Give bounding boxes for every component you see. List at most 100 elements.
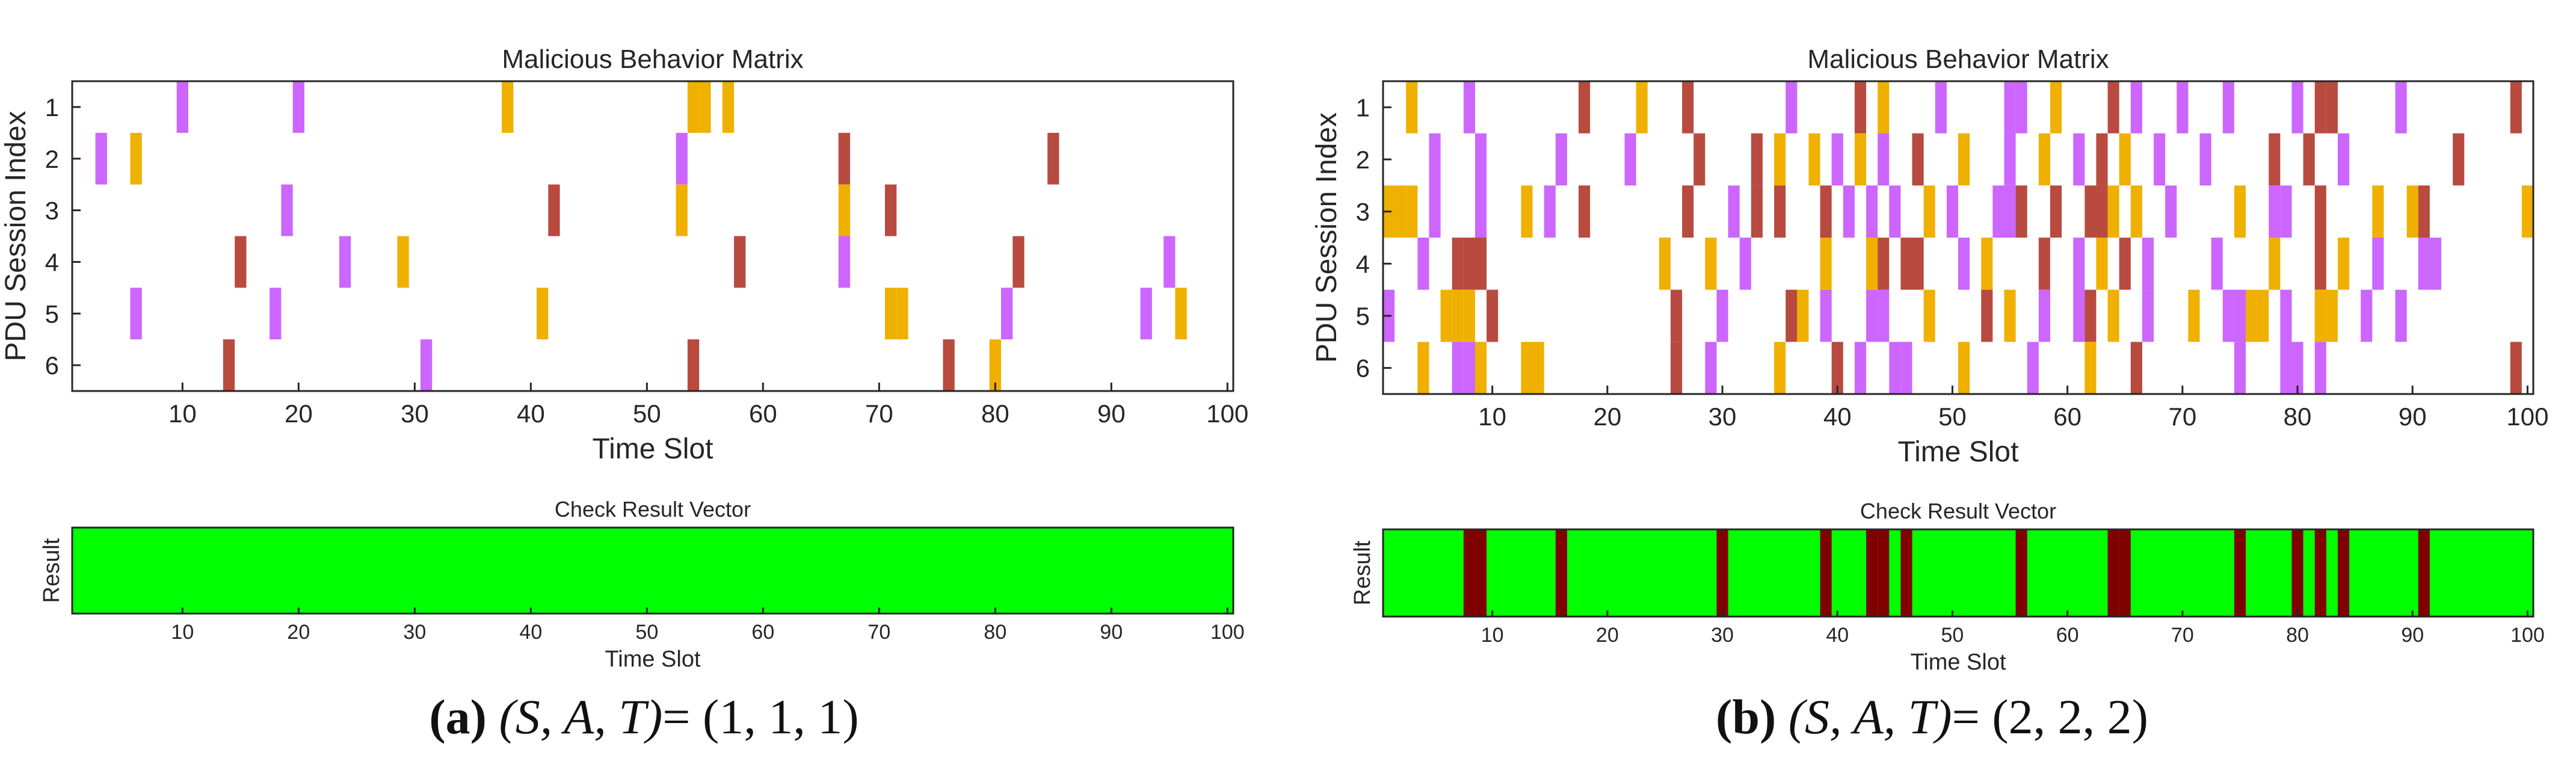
panel-b-cell-r1-t66 xyxy=(2130,81,2142,134)
panel-a-cell-r4-t67 xyxy=(838,236,851,288)
panel-a-check-bg xyxy=(72,528,1233,614)
panel-b-xtick-label-50: 50 xyxy=(1938,402,1967,431)
panel-a-cell-r3-t71 xyxy=(885,184,897,236)
panel-b-cell-r5-t86 xyxy=(2361,289,2373,342)
panel-b-cell-r3-t91 xyxy=(2418,185,2430,238)
caption-a: (a) (S, A, T)= (1, 1, 1) xyxy=(0,689,1288,745)
panel-b-cell-r3-t56 xyxy=(2015,185,2027,238)
panel-a-xtick-label-100: 100 xyxy=(1206,399,1248,428)
panel-b-check-fail-t39 xyxy=(1820,529,1832,617)
panel-b-cell-r2-t22 xyxy=(1624,133,1636,186)
panel-a-cell-r2-t67 xyxy=(838,132,851,185)
panel-b-cell-r3-t82 xyxy=(2314,185,2326,238)
panel-b-cell-r2-t28 xyxy=(1693,133,1706,186)
panel-a-cell-r6-t14 xyxy=(223,339,235,391)
panel-a-cell-r5-t18 xyxy=(270,288,282,340)
panel-b-cell-r6-t45 xyxy=(1889,342,1901,394)
panel-b-check-fail-t44 xyxy=(1878,529,1890,617)
panel-b-cell-r1-t56 xyxy=(2015,81,2027,134)
panel-a-cell-r5-t81 xyxy=(1001,288,1013,340)
panel-b-cell-r5-t43 xyxy=(1866,289,1878,342)
panel-a-check-xlabel: Time Slot xyxy=(605,647,701,672)
panel-b-cell-r3-t50 xyxy=(1946,185,1958,238)
panel-b-check-fail-t65 xyxy=(2119,529,2131,617)
panel-b-cell-r2-t16 xyxy=(1555,133,1567,186)
panel-a-cell-r2-t3 xyxy=(95,132,107,185)
panel-a-cell-r1-t38 xyxy=(502,81,514,133)
panel-b-check-fail-t46 xyxy=(1900,529,1912,617)
panel-b-cell-r3-t79 xyxy=(2280,185,2292,238)
panel-b-cell-r3-t59 xyxy=(2050,185,2062,238)
panel-b-ytick-label-4: 4 xyxy=(1356,250,1370,278)
panel-b-figure: 1 2 3 4 5 6 10 20 30 40 50 60 70 80 90 100 Malicious Beh… xyxy=(1311,45,2548,675)
panel-b-cell-r5-t30 xyxy=(1716,289,1728,342)
panel-b-check-xlabel: Time Slot xyxy=(1910,650,2006,675)
panel-b-cell-r3-t39 xyxy=(1820,185,1832,238)
panel-a-xtick-label-30: 30 xyxy=(401,399,429,428)
panel-b-cell-r2-t94 xyxy=(2453,133,2465,186)
panel-b-cell-r2-t47 xyxy=(1912,133,1924,186)
panel-b-cell-r5-t77 xyxy=(2257,289,2269,342)
panel-b-matrix-xlabel: Time Slot xyxy=(1898,436,2019,468)
panel-b-cell-r6-t42 xyxy=(1854,342,1867,394)
caption-a-eq: = xyxy=(662,689,691,744)
panel-a-check-xtick-label-50: 50 xyxy=(635,621,658,644)
caption-b-tag: (b) xyxy=(1716,689,1776,744)
panel-b-cell-r3-t35 xyxy=(1774,185,1786,238)
panel-b-cell-r5-t62 xyxy=(2085,289,2097,342)
panel-b-cell-r2-t68 xyxy=(2154,133,2166,186)
panel-b-ytick-label-2: 2 xyxy=(1356,146,1370,174)
panel-b-cell-r6-t79 xyxy=(2280,342,2292,394)
panel-b-xtick-label-70: 70 xyxy=(2168,402,2196,431)
panel-b-cell-r1-t23 xyxy=(1636,81,1648,134)
panel-b-cell-r4-t58 xyxy=(2038,238,2050,290)
panel-b-cell-r1-t42 xyxy=(1854,81,1867,134)
panel-b-cell-r6-t13 xyxy=(1521,342,1533,394)
panel-b-cell-r3-t69 xyxy=(2165,185,2177,238)
panel-b-cell-r3-t41 xyxy=(1843,185,1855,238)
panel-b-check-fail-t8 xyxy=(1463,529,1475,617)
panel-b-check-fail-t16 xyxy=(1555,529,1567,617)
panel-b-cell-r1-t89 xyxy=(2395,81,2407,134)
panel-b-cell-r3-t18 xyxy=(1579,185,1591,238)
panel-a-figure: 1 2 3 4 5 6 10 20 30 40 50 60 70 80 90 100 Malicious Beh… xyxy=(0,45,1248,672)
panel-a-check-xtick-label-60: 60 xyxy=(751,621,774,644)
panel-b-ytick-label-3: 3 xyxy=(1356,198,1370,226)
panel-b-check-xtick-label-40: 40 xyxy=(1826,624,1849,647)
panel-b-cell-r2-t38 xyxy=(1808,133,1820,186)
panel-a-cell-r4-t95 xyxy=(1163,236,1176,288)
panel-b-cell-r2-t58 xyxy=(2038,133,2050,186)
panel-b-cell-r4-t92 xyxy=(2429,238,2442,290)
panel-b-check-xtick-label-60: 60 xyxy=(2056,624,2079,647)
panel-b-cell-r2-t55 xyxy=(2004,133,2016,186)
panel-b-cell-r2-t61 xyxy=(2073,133,2085,186)
panel-b-cell-r4-t25 xyxy=(1659,238,1671,290)
panel-b-cell-r4-t65 xyxy=(2119,238,2131,290)
panel-b-cell-r5-t39 xyxy=(1820,289,1832,342)
panel-a-xtick-label-90: 90 xyxy=(1097,399,1126,428)
panel-a-xtick-label-80: 80 xyxy=(981,399,1009,428)
panel-a-xtick-label-70: 70 xyxy=(865,399,893,428)
panel-b-cell-r2-t72 xyxy=(2199,133,2211,186)
panel-a-cell-r4-t58 xyxy=(734,236,746,288)
panel-b-check-fail-t9 xyxy=(1474,529,1487,617)
panel-b-cell-r6-t82 xyxy=(2314,342,2326,394)
panel-a-cell-r5-t41 xyxy=(537,288,549,340)
caption-a-vars: (S, A, T) xyxy=(499,689,663,744)
panel-b-cell-r3-t2 xyxy=(1394,185,1407,238)
panel-a-cell-r3-t67 xyxy=(838,184,851,236)
panel-a-cell-r5-t6 xyxy=(130,288,142,340)
panel-a-matrix-title: Malicious Behavior Matrix xyxy=(502,45,803,74)
panel-a-cell-r1-t54 xyxy=(687,81,700,133)
panel-b-cell-r5-t79 xyxy=(2280,289,2292,342)
panel-b-cell-r3-t90 xyxy=(2406,185,2418,238)
panel-a-cell-r3-t19 xyxy=(281,184,293,236)
panel-a-xtick-label-20: 20 xyxy=(285,399,313,428)
panel-a-ytick-label-6: 6 xyxy=(45,351,59,380)
panel-b-check-fail-t91 xyxy=(2418,529,2430,617)
panel-b-cell-r3-t100 xyxy=(2521,185,2533,238)
panel-b-check-xtick-label-50: 50 xyxy=(1941,624,1964,647)
panel-b-cell-r3-t62 xyxy=(2085,185,2097,238)
panel-b-cell-r2-t42 xyxy=(1854,133,1867,186)
caption-a-tag: (a) xyxy=(429,689,487,744)
